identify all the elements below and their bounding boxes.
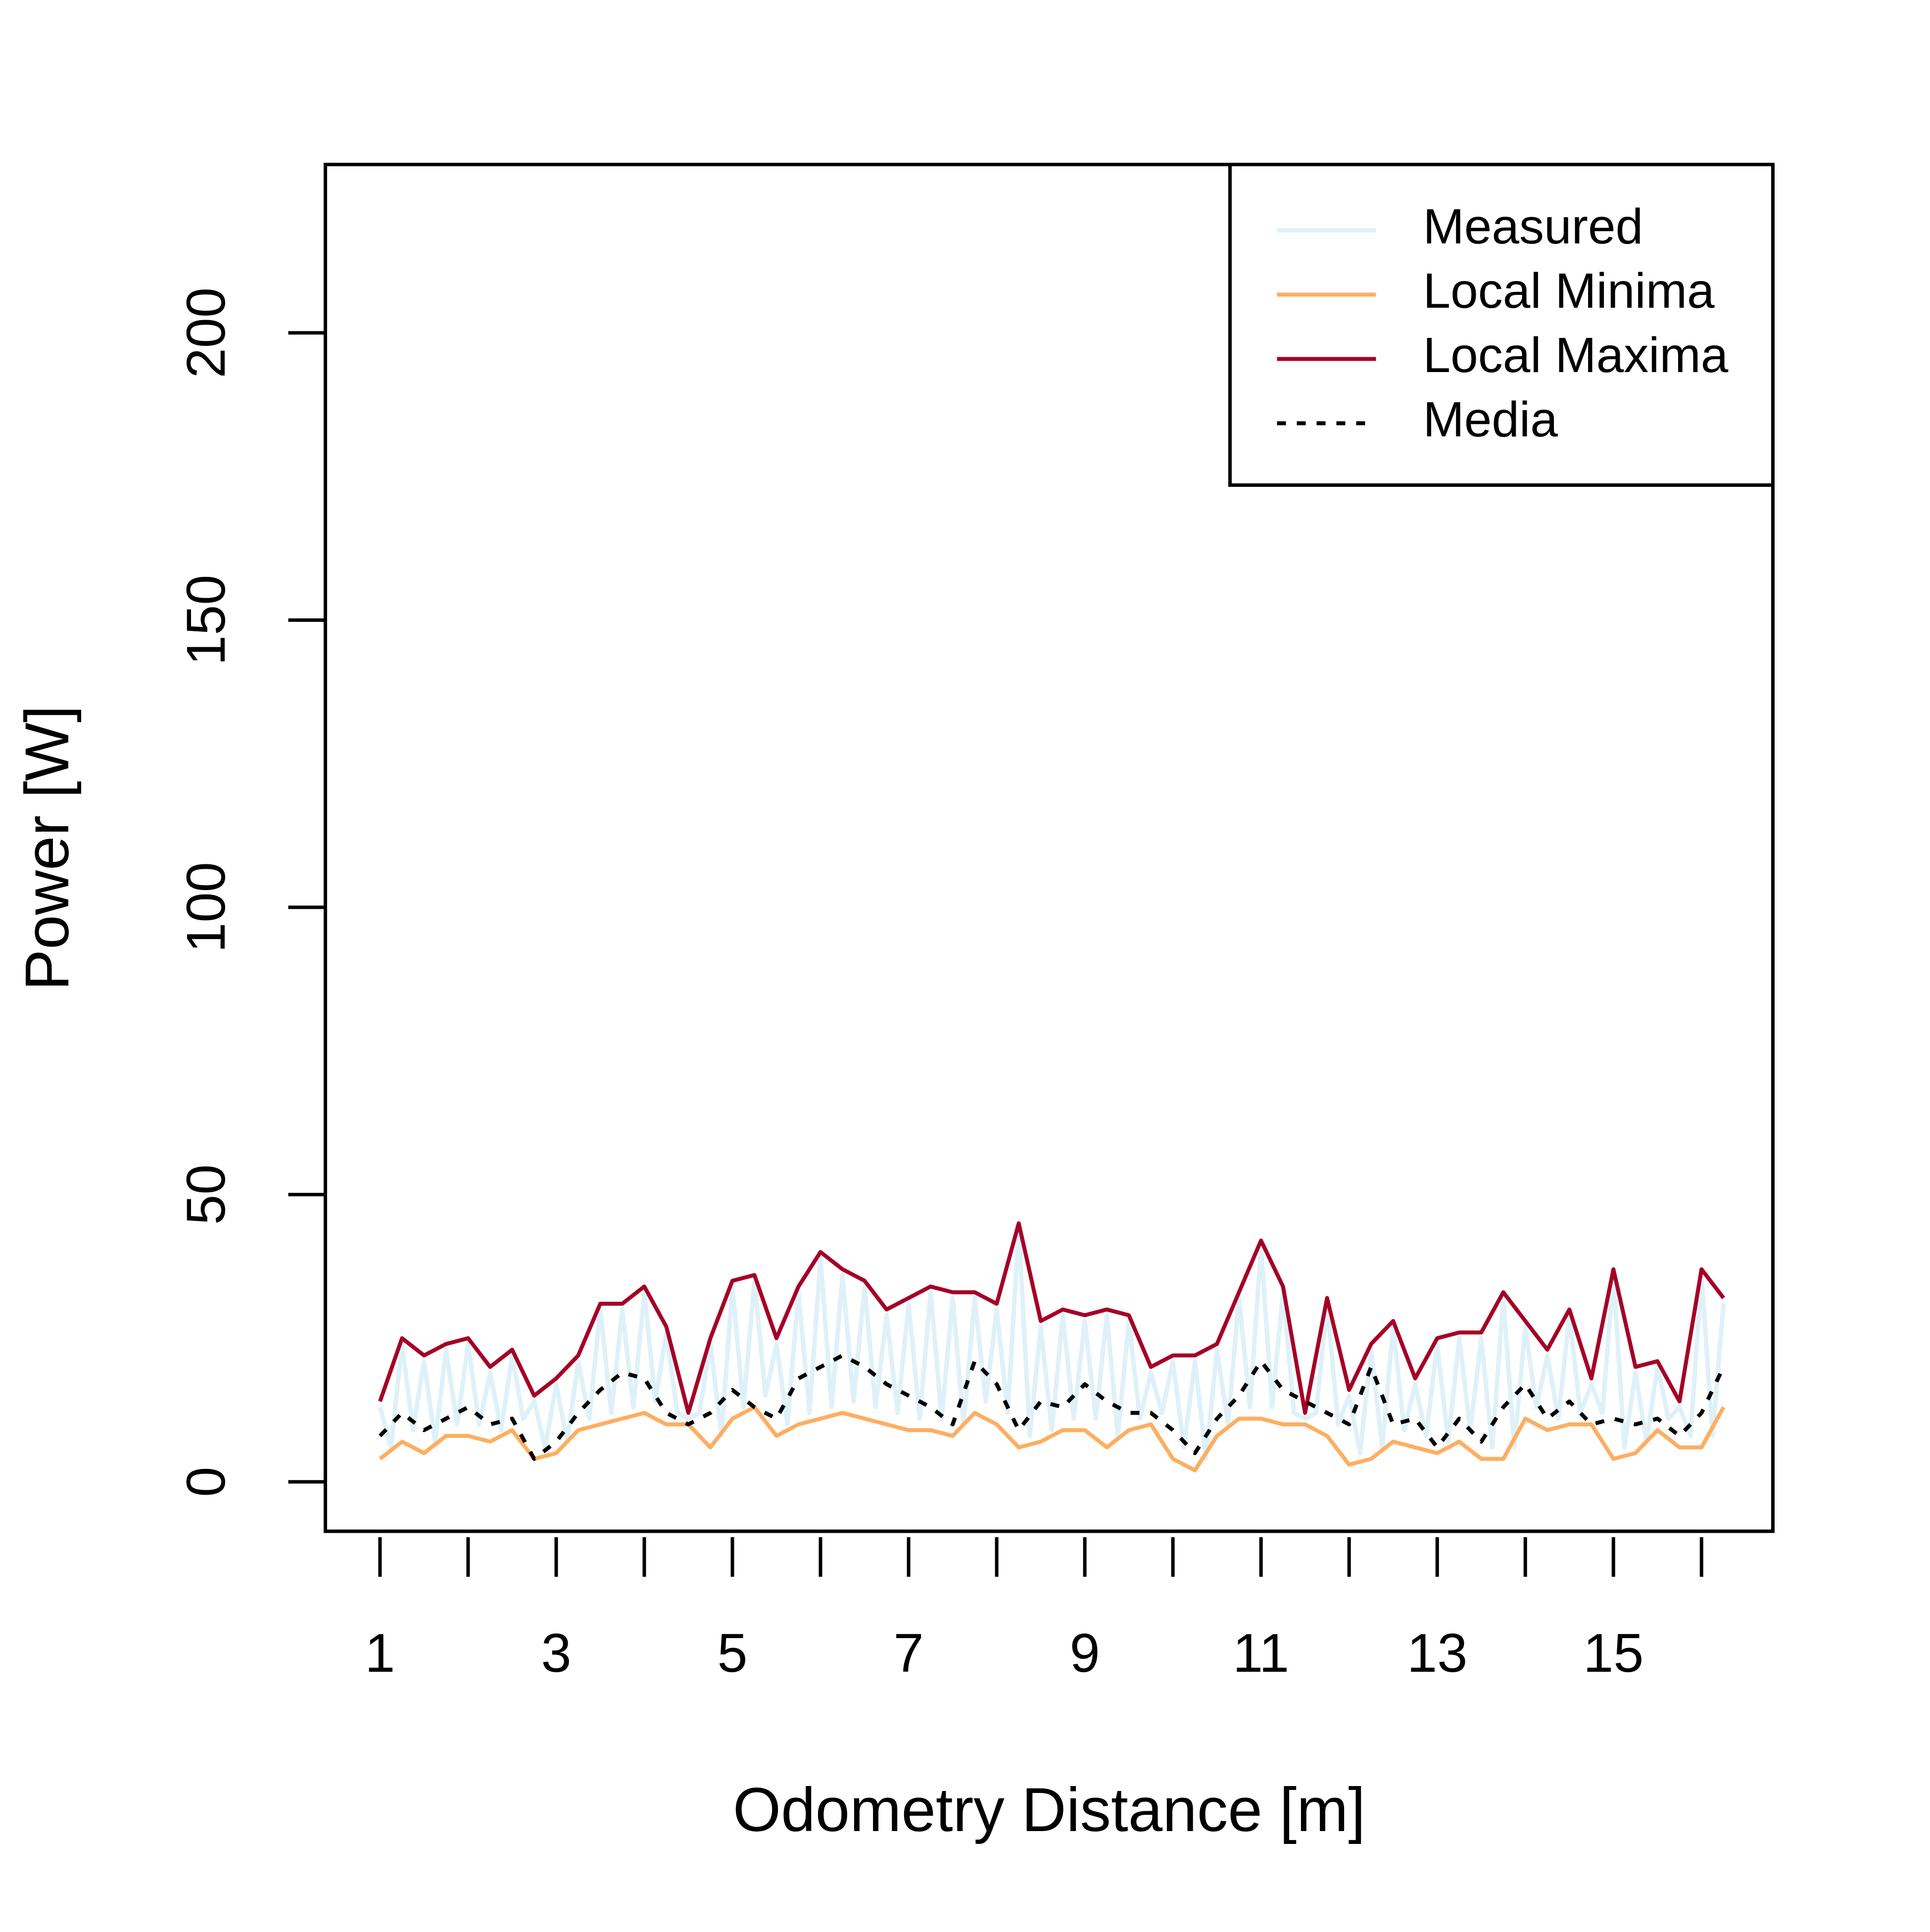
y-tick-label: 50 [176, 1164, 237, 1225]
y-axis-title: Power [W] [13, 706, 82, 990]
x-tick-label: 7 [893, 1623, 923, 1684]
legend-label: Local Minima [1423, 263, 1715, 319]
series-line [378, 1353, 1726, 1461]
x-tick-label: 3 [541, 1623, 571, 1684]
x-axis-title: Odometry Distance [m] [733, 1776, 1365, 1844]
legend-label: Measured [1423, 199, 1643, 254]
legend-label: Media [1423, 392, 1558, 447]
series-line [378, 1226, 1726, 1461]
series-line [379, 1405, 1726, 1472]
x-tick-label: 5 [717, 1623, 747, 1684]
legend-box [1228, 163, 1775, 487]
x-tick-label: 1 [365, 1623, 395, 1684]
y-tick-label: 200 [176, 287, 237, 378]
x-tick-label: 15 [1583, 1623, 1643, 1684]
x-tick-label: 11 [1233, 1623, 1289, 1684]
y-tick-label: 150 [176, 575, 237, 666]
x-tick-label: 13 [1407, 1623, 1467, 1684]
series-line [378, 1221, 1725, 1415]
plot-frame [324, 163, 1775, 1533]
legend-label: Local Maxima [1423, 328, 1729, 383]
y-tick-label: 0 [176, 1467, 237, 1497]
x-tick-label: 9 [1070, 1623, 1100, 1684]
y-tick-label: 100 [176, 862, 237, 953]
